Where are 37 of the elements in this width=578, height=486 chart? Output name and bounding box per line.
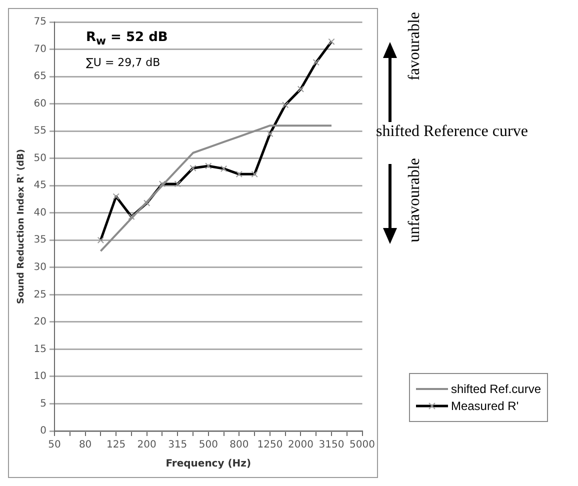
text: favourable [406, 12, 424, 80]
y-tick-label: 30 [34, 262, 47, 273]
y-axis-title: Sound Reduction Index R' (dB) [16, 149, 27, 304]
x-axis-title: Frequency (Hz) [166, 458, 252, 470]
x-tick-label: 315 [168, 440, 188, 451]
y-tick-label: 45 [34, 180, 47, 192]
x-tick-label: 800 [230, 440, 249, 451]
y-tick-label: 75 [34, 16, 47, 28]
y-tick-label: 55 [34, 126, 47, 137]
y-tick-label: 65 [34, 71, 47, 82]
x-tick-label: 3150 [318, 440, 344, 451]
text: unfavourable [406, 158, 424, 242]
point [144, 200, 150, 206]
annotation: R$_{w}$ = 52 dB [86, 30, 168, 48]
x-tick-label: 2000 [288, 440, 314, 451]
legend-label: shifted Ref.curve [450, 382, 541, 396]
y-tick-label: 10 [34, 371, 47, 382]
y-tick-label: 20 [34, 316, 47, 328]
y-tick-label: 25 [34, 289, 47, 300]
x-tick-label: 80 [78, 440, 92, 451]
x-tick-label: 500 [198, 440, 218, 451]
y-tick-label: 60 [34, 98, 47, 110]
y-tick-label: 40 [34, 207, 47, 218]
y-tick-label: 15 [34, 344, 47, 355]
y-tick-label: 5 [40, 398, 47, 410]
y-tick-label: 0 [40, 426, 47, 437]
annotation: ∑U = 29,7 dB [86, 56, 160, 69]
text: shifted Reference curve [376, 123, 528, 141]
x-tick-label: 1250 [257, 440, 283, 451]
x-tick-label: 200 [137, 440, 156, 451]
y-tick-label: 70 [34, 44, 47, 55]
x-tick-label: 5000 [350, 440, 375, 451]
x-tick-label: 125 [106, 440, 126, 451]
y-tick-label: 50 [34, 152, 47, 164]
x-tick-label: 50 [48, 440, 61, 451]
y-tick-label: 35 [34, 234, 47, 246]
legend-label: Measured R' [450, 399, 520, 413]
